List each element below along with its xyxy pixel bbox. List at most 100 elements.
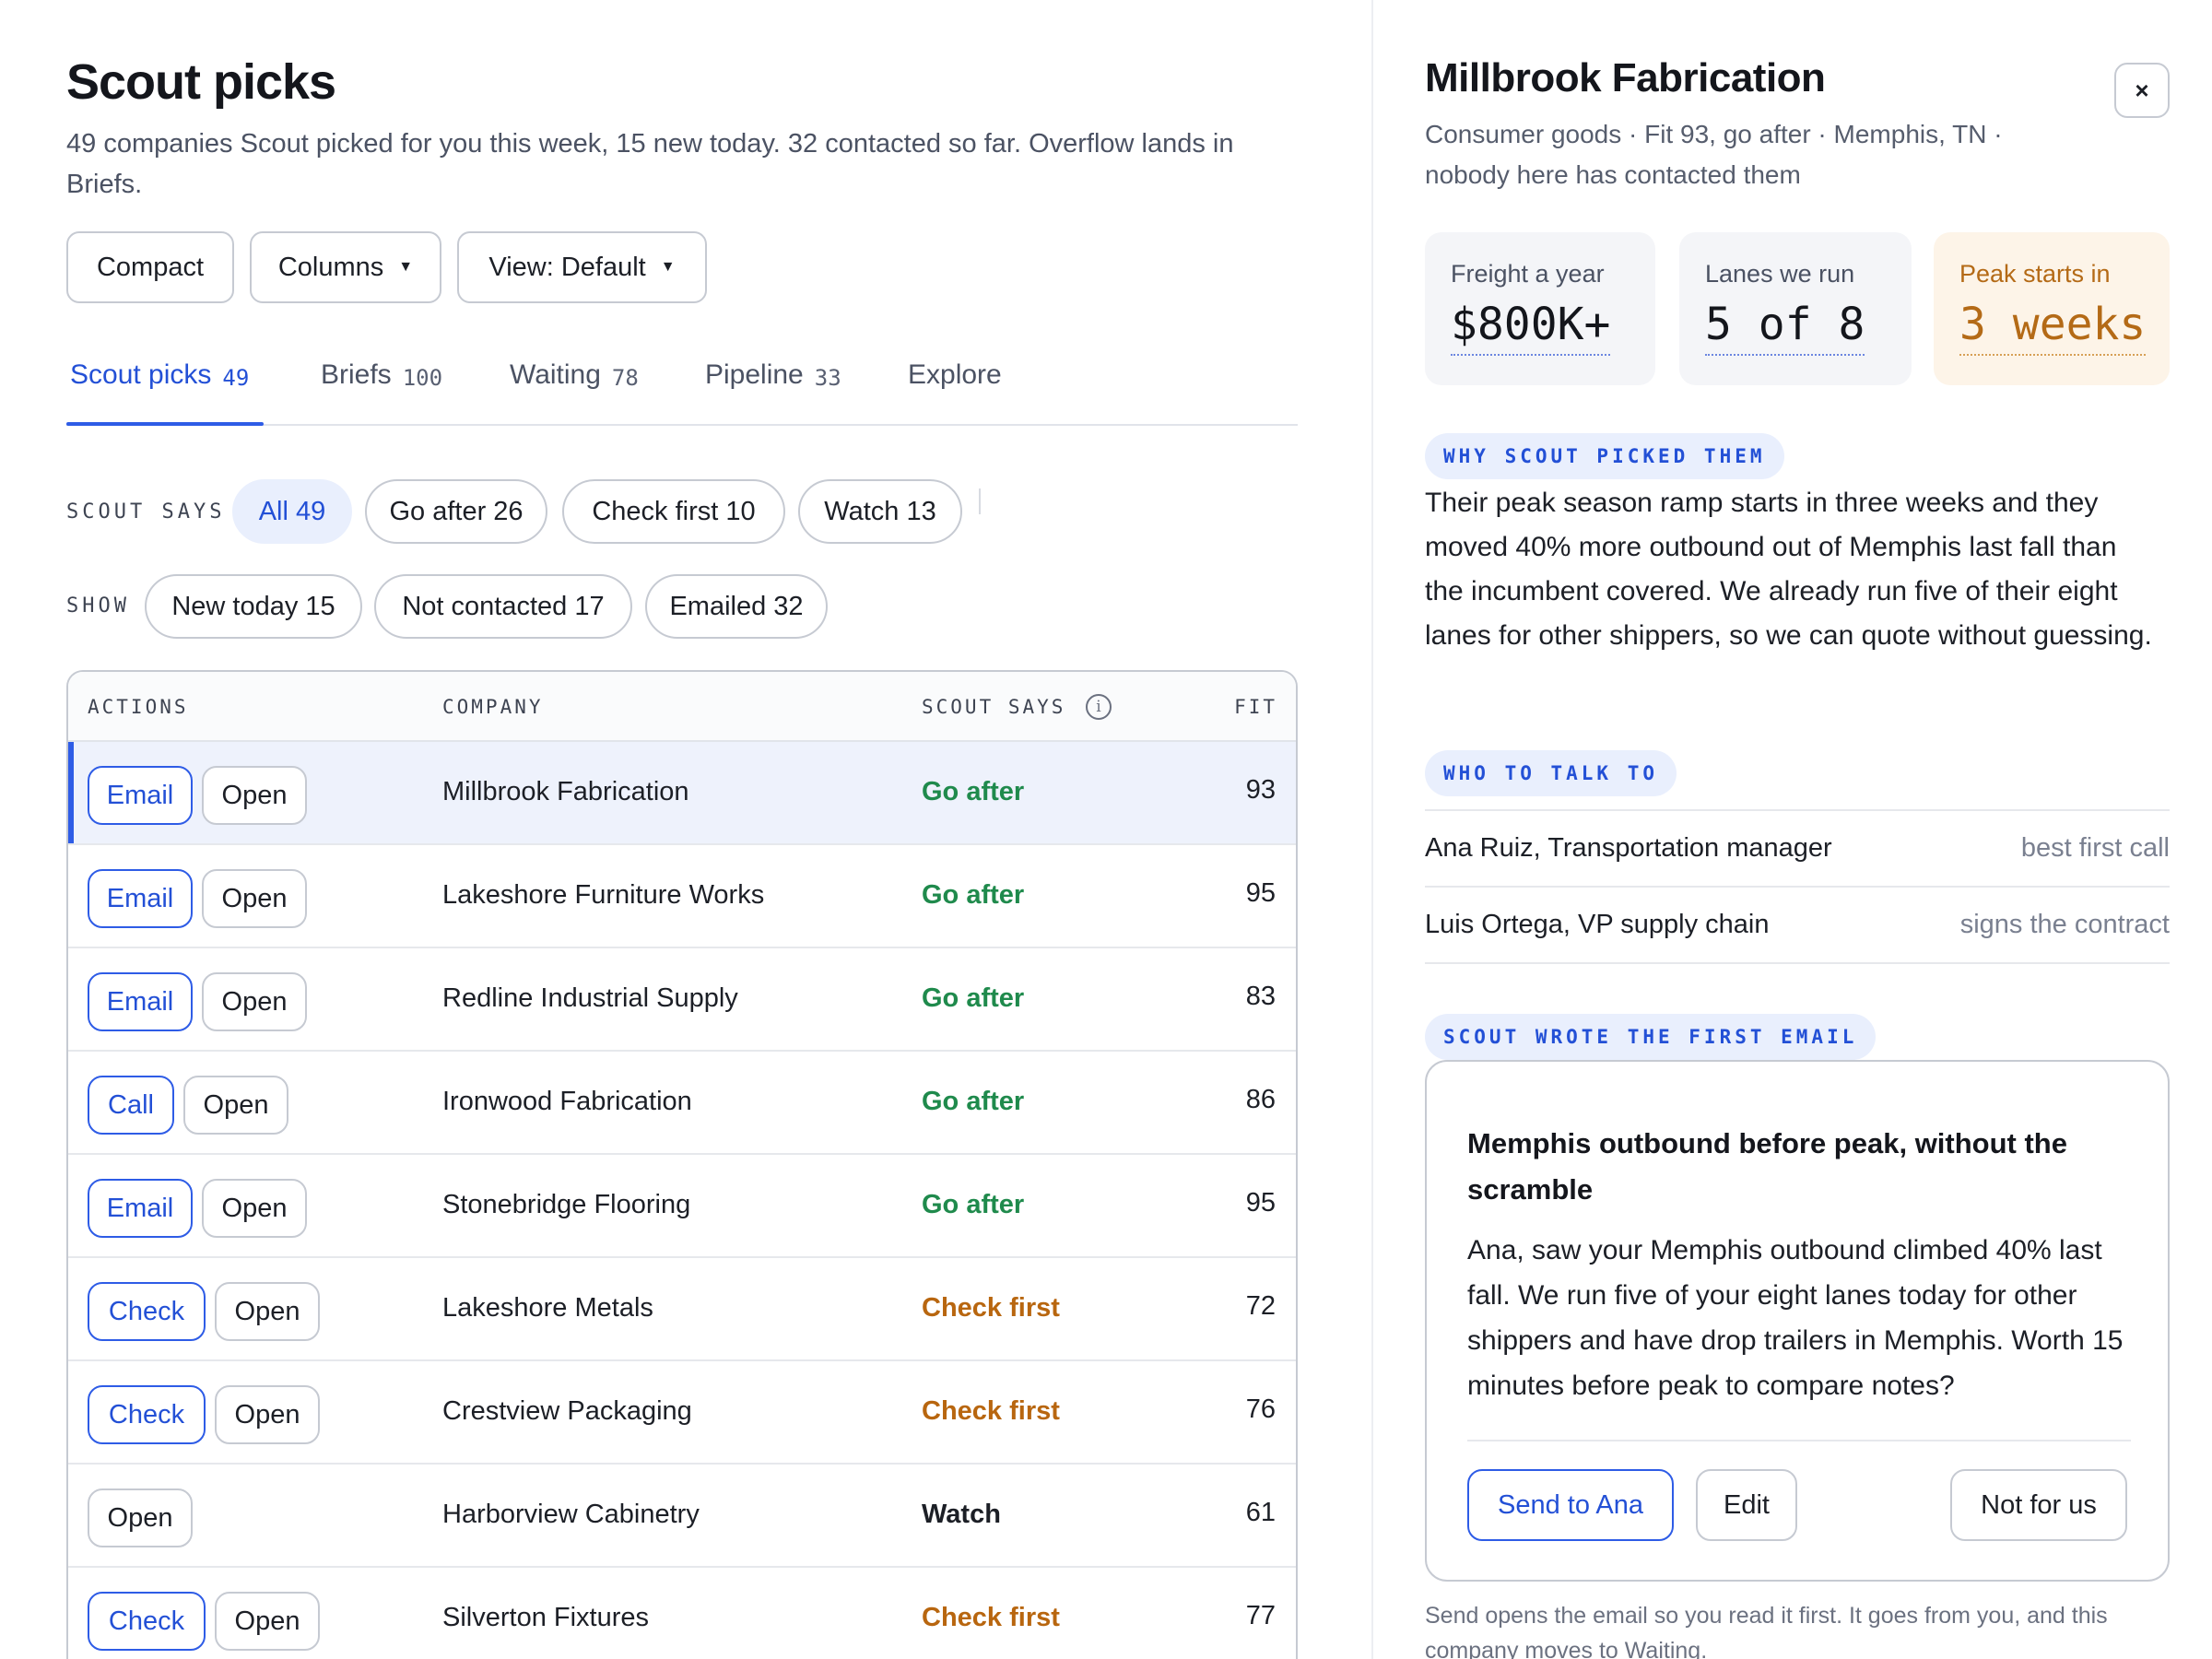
fit-score: 72 [1245, 1291, 1276, 1321]
edit-button[interactable]: Edit [1696, 1469, 1797, 1541]
email-button[interactable]: Email [88, 869, 193, 928]
why-text: Their peak season ramp starts in three w… [1425, 488, 2152, 651]
company-name: Ironwood Fabrication [442, 1087, 692, 1116]
fit-score: 95 [1245, 878, 1276, 908]
header-company: COMPANY [442, 696, 544, 718]
open-button[interactable]: Open [215, 1592, 320, 1651]
table-row[interactable]: Open Harborview Cabinetry Watch 61 [68, 1465, 1296, 1568]
why-section-label: WHY SCOUT PICKED THEM [1425, 433, 1784, 479]
stat-label: Freight a year [1451, 260, 1605, 288]
company-name: Silverton Fixtures [442, 1603, 650, 1632]
not-for-us-button[interactable]: Not for us [1950, 1469, 2127, 1541]
send-button[interactable]: Send to Ana [1467, 1469, 1674, 1541]
email-button[interactable]: Email [88, 972, 193, 1031]
email-subject: Memphis outbound before peak, without th… [1467, 1127, 2067, 1206]
table-row[interactable]: Check Open Lakeshore Metals Check first … [68, 1258, 1296, 1361]
email-button[interactable]: Email [88, 1179, 193, 1238]
scout-picks-pane: Scout picks 49 companies Scout picked fo… [66, 54, 1298, 1659]
email-button[interactable]: Email [88, 766, 193, 825]
close-button[interactable]: × [2114, 63, 2170, 118]
open-button[interactable]: Open [88, 1488, 193, 1547]
compact-button[interactable]: Compact [66, 231, 234, 303]
table-row[interactable]: Check Open Crestview Packaging Check fir… [68, 1361, 1296, 1465]
email-section-label: SCOUT WROTE THE FIRST EMAIL [1425, 1014, 1877, 1060]
verdict-watch: Watch [922, 1500, 1001, 1529]
table-row[interactable]: Email Open Millbrook Fabrication Go afte… [68, 742, 1296, 845]
check-button[interactable]: Check [88, 1282, 206, 1341]
page-title: Scout picks [66, 54, 336, 110]
contact-role: signs the contract [1959, 910, 2170, 939]
tab-count: 100 [402, 365, 443, 391]
stat-value[interactable]: 5 of 8 [1705, 299, 1865, 356]
stat-value[interactable]: $800K+ [1451, 299, 1611, 356]
pane-divider [1371, 0, 1373, 1659]
who-section-label: WHO TO TALK TO [1425, 750, 1677, 796]
open-button[interactable]: Open [202, 869, 307, 928]
company-name: Stonebridge Flooring [442, 1190, 691, 1219]
tab-scout-picks[interactable]: Scout picks 49 [70, 359, 249, 424]
table-row[interactable]: Email Open Stonebridge Flooring Go after… [68, 1155, 1296, 1258]
show-filter-label: SHOW [66, 594, 130, 618]
verdict-check-first: Check first [922, 1293, 1060, 1323]
tab-pipeline[interactable]: Pipeline 33 [705, 359, 841, 424]
call-button[interactable]: Call [88, 1076, 174, 1135]
company-name: Redline Industrial Supply [442, 983, 738, 1013]
open-button[interactable]: Open [183, 1076, 288, 1135]
company-name: Lakeshore Metals [442, 1293, 653, 1323]
tab-explore[interactable]: Explore [908, 359, 1002, 424]
tab-label: Briefs [321, 359, 392, 390]
view-dropdown[interactable]: View: Default ▼ [457, 231, 707, 303]
company-name: Lakeshore Furniture Works [442, 880, 765, 910]
caret-down-icon: ▼ [398, 259, 414, 275]
verdict-check-first: Check first [922, 1396, 1060, 1426]
filter-chip-not-contacted[interactable]: Not contacted 17 [374, 574, 632, 639]
tab-bar: Scout picks 49 Briefs 100 Waiting 78 Pip… [66, 343, 1298, 426]
table-row[interactable]: Email Open Lakeshore Furniture Works Go … [68, 845, 1296, 948]
header-fit[interactable]: FIT [1234, 696, 1277, 718]
tab-count: 78 [611, 365, 639, 391]
info-icon[interactable]: i [1086, 694, 1112, 720]
email-draft-card: Memphis outbound before peak, without th… [1425, 1060, 2170, 1582]
tab-label: Explore [908, 359, 1002, 390]
tab-briefs[interactable]: Briefs 100 [321, 359, 442, 424]
compact-label: Compact [96, 252, 205, 282]
filter-chip-all[interactable]: All 49 [232, 479, 352, 544]
contact-role: best first call [2020, 833, 2170, 863]
open-button[interactable]: Open [215, 1282, 320, 1341]
verdict-check-first: Check first [922, 1603, 1060, 1632]
stat-lanes-we-run: Lanes we run 5 of 8 [1679, 232, 1912, 385]
header-scout-says[interactable]: SCOUT SAYS [922, 696, 1066, 718]
verdict-go-after: Go after [922, 1190, 1025, 1219]
verdict-go-after: Go after [922, 1087, 1025, 1116]
columns-dropdown[interactable]: Columns ▼ [250, 231, 441, 303]
check-button[interactable]: Check [88, 1385, 206, 1444]
open-button[interactable]: Open [202, 972, 307, 1031]
filter-chip-check-first[interactable]: Check first 10 [562, 479, 785, 544]
page-subtitle: 49 companies Scout picked for you this w… [66, 129, 1234, 199]
contact-row[interactable]: Luis Ortega, VP supply chain signs the c… [1425, 886, 2170, 963]
contact-name: Luis Ortega, VP supply chain [1425, 910, 1770, 939]
stat-freight-a-year: Freight a year $800K+ [1425, 232, 1655, 385]
stat-label: Peak starts in [1959, 260, 2111, 288]
filter-chip-emailed[interactable]: Emailed 32 [645, 574, 828, 639]
table-row[interactable]: Check Open Silverton Fixtures Check firs… [68, 1568, 1296, 1659]
filter-chip-new-today[interactable]: New today 15 [145, 574, 362, 639]
view-label: View: Default [488, 252, 646, 282]
check-button[interactable]: Check [88, 1592, 206, 1651]
table-row[interactable]: Call Open Ironwood Fabrication Go after … [68, 1052, 1296, 1155]
stat-value[interactable]: 3 weeks [1959, 299, 2147, 356]
fit-score: 86 [1245, 1085, 1276, 1114]
filter-chip-go-after[interactable]: Go after 26 [365, 479, 547, 544]
fit-score: 77 [1245, 1601, 1276, 1630]
filter-chip-watch[interactable]: Watch 13 [798, 479, 962, 544]
tab-waiting[interactable]: Waiting 78 [510, 359, 639, 424]
fit-score: 83 [1245, 982, 1276, 1011]
contact-row[interactable]: Ana Ruiz, Transportation manager best fi… [1425, 809, 2170, 887]
open-button[interactable]: Open [202, 766, 307, 825]
detail-title: Millbrook Fabrication [1425, 55, 1826, 100]
open-button[interactable]: Open [215, 1385, 320, 1444]
table-row[interactable]: Email Open Redline Industrial Supply Go … [68, 948, 1296, 1052]
company-name: Millbrook Fabrication [442, 777, 689, 806]
tab-label: Waiting [510, 359, 601, 390]
open-button[interactable]: Open [202, 1179, 307, 1238]
